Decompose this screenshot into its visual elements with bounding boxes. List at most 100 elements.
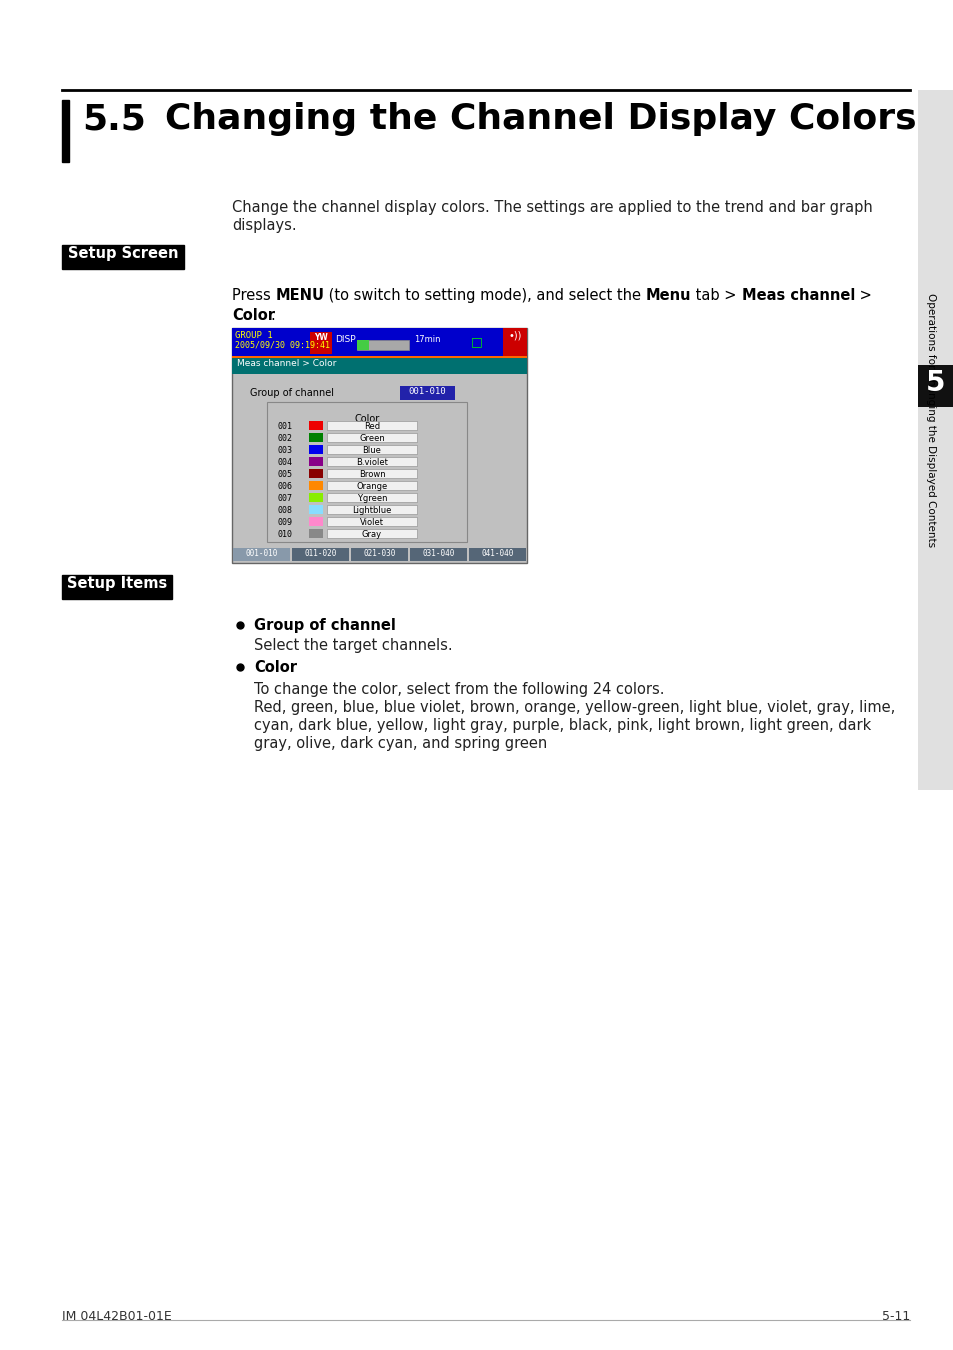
Bar (309, 421, 323, 431)
Text: Color: Color (354, 414, 379, 424)
Bar (327, 517, 416, 526)
Bar (309, 433, 323, 441)
Text: 031-040: 031-040 (422, 549, 455, 558)
Bar (917, 364, 953, 406)
Text: 001-010: 001-010 (408, 387, 445, 396)
Text: Setup Items: Setup Items (67, 576, 167, 591)
Bar (309, 517, 323, 526)
Bar (309, 493, 323, 502)
Text: (to switch to setting mode), and select the: (to switch to setting mode), and select … (324, 288, 645, 302)
Bar (469, 548, 525, 562)
Text: YW: YW (314, 333, 328, 342)
Bar (351, 548, 408, 562)
Text: 002: 002 (277, 433, 293, 443)
Text: Y.green: Y.green (356, 494, 387, 504)
Text: >: > (854, 288, 871, 302)
Text: GROUP 1: GROUP 1 (234, 331, 273, 340)
Bar (327, 458, 416, 466)
Bar (327, 433, 416, 441)
Text: Meas channel: Meas channel (740, 288, 854, 302)
Text: 010: 010 (277, 531, 293, 539)
Text: 5: 5 (925, 369, 944, 397)
Text: Group of channel: Group of channel (253, 618, 395, 633)
Bar (327, 446, 416, 454)
Text: Press: Press (232, 288, 275, 302)
Text: 003: 003 (277, 446, 293, 455)
Text: displays.: displays. (232, 217, 296, 234)
Text: Change the channel display colors. The settings are applied to the trend and bar: Change the channel display colors. The s… (232, 200, 872, 215)
Text: Orange: Orange (356, 482, 387, 491)
Text: 008: 008 (277, 506, 293, 514)
Text: Violet: Violet (359, 518, 384, 526)
Text: 001: 001 (277, 423, 293, 431)
Text: Gray: Gray (361, 531, 381, 539)
Bar (310, 332, 332, 354)
Bar (327, 493, 416, 502)
Text: B.violet: B.violet (355, 458, 388, 467)
Text: Red, green, blue, blue violet, brown, orange, yellow-green, light blue, violet, : Red, green, blue, blue violet, brown, or… (253, 701, 894, 716)
Text: Green: Green (358, 433, 384, 443)
Text: gray, olive, dark cyan, and spring green: gray, olive, dark cyan, and spring green (253, 736, 547, 751)
Text: 004: 004 (277, 458, 293, 467)
Text: Red: Red (363, 423, 379, 431)
Bar (309, 505, 323, 514)
Bar (399, 386, 455, 400)
Text: □: □ (471, 335, 482, 348)
Bar (309, 458, 323, 466)
Text: Group of channel: Group of channel (250, 387, 334, 398)
Text: 17min: 17min (414, 335, 440, 344)
Bar (356, 340, 369, 350)
Text: 009: 009 (277, 518, 293, 526)
Bar (327, 468, 416, 478)
Text: Select the target channels.: Select the target channels. (253, 639, 452, 653)
Text: Color: Color (253, 660, 296, 675)
Text: Brown: Brown (358, 470, 385, 479)
Bar (232, 358, 526, 374)
Text: IM 04L42B01-01E: IM 04L42B01-01E (62, 1310, 172, 1323)
Text: 041-040: 041-040 (481, 549, 513, 558)
Text: 001-010: 001-010 (245, 549, 277, 558)
Bar (292, 548, 349, 562)
Bar (233, 548, 290, 562)
Text: Meas channel > Color: Meas channel > Color (236, 359, 336, 369)
Text: Blue: Blue (362, 446, 381, 455)
Text: Operations for Changing the Displayed Contents: Operations for Changing the Displayed Co… (925, 293, 935, 547)
Bar (356, 340, 409, 350)
Text: 011-020: 011-020 (304, 549, 336, 558)
Bar (327, 421, 416, 431)
Bar (232, 328, 526, 563)
Text: cyan, dark blue, yellow, light gray, purple, black, pink, light brown, light gre: cyan, dark blue, yellow, light gray, pur… (253, 718, 870, 733)
Text: Lightblue: Lightblue (352, 506, 392, 514)
Bar (62, 244, 184, 269)
Bar (309, 446, 323, 454)
Text: MENU: MENU (275, 288, 324, 302)
Bar (327, 505, 416, 514)
Text: •)): •)) (508, 331, 521, 342)
Text: 5-11: 5-11 (881, 1310, 909, 1323)
Bar (502, 328, 526, 356)
Text: To change the color, select from the following 24 colors.: To change the color, select from the fol… (253, 682, 664, 697)
Bar (309, 529, 323, 539)
Bar (62, 100, 69, 162)
Text: 5.5: 5.5 (82, 103, 146, 136)
Text: 2005/09/30 09:19:41: 2005/09/30 09:19:41 (234, 342, 330, 350)
Bar (267, 402, 467, 541)
Text: Setup Screen: Setup Screen (68, 246, 178, 261)
Text: 006: 006 (277, 482, 293, 491)
Text: Menu: Menu (645, 288, 691, 302)
Bar (232, 328, 526, 356)
Bar (327, 529, 416, 539)
Bar (232, 356, 526, 358)
Bar (309, 481, 323, 490)
Bar (62, 575, 172, 599)
Text: Changing the Channel Display Colors: Changing the Channel Display Colors (165, 103, 916, 136)
Text: DISP: DISP (335, 335, 355, 344)
Text: 007: 007 (277, 494, 293, 504)
Text: 005: 005 (277, 470, 293, 479)
Text: Color: Color (232, 308, 274, 323)
Bar (410, 548, 467, 562)
Bar (917, 90, 953, 790)
Text: 021-030: 021-030 (363, 549, 395, 558)
Bar (327, 481, 416, 490)
Bar (309, 468, 323, 478)
